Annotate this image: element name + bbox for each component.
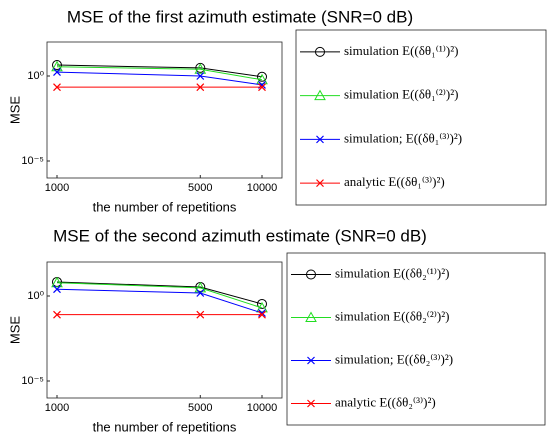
chart-title: MSE of the first azimuth estimate (SNR=0… (67, 7, 413, 26)
marker (194, 281, 207, 293)
marker (256, 73, 268, 85)
legend-box (286, 252, 546, 426)
marker (196, 83, 205, 92)
y-tick-label: 10⁰ (27, 70, 44, 82)
marker (51, 276, 63, 288)
marker (196, 289, 205, 297)
y-tick-label: 10⁰ (27, 290, 44, 302)
marker (258, 83, 266, 92)
x-tick-label: 10000 (247, 182, 278, 194)
legend-label: simulation E((δθ₂⁽²⁾)²) (335, 308, 449, 323)
legend-label: simulation E((δθ₂⁽¹⁾)²) (335, 265, 449, 280)
legend-label: simulation; E((δθ₂⁽³⁾)²) (335, 351, 453, 366)
x-tick-label: 1000 (45, 402, 69, 414)
marker (51, 60, 63, 72)
marker (256, 301, 268, 313)
legend-label: simulation E((δθ₁⁽²⁾)²) (344, 87, 458, 102)
marker (316, 179, 324, 188)
x-axis-label: the number of repetitions (93, 419, 237, 434)
legend-box (295, 29, 547, 206)
marker (305, 311, 317, 322)
marker (307, 356, 315, 365)
marker (314, 89, 326, 101)
legend-label: analytic E((δθ₁⁽³⁾)²) (344, 174, 445, 189)
marker (307, 399, 315, 408)
x-axis-label: the number of repetitions (93, 199, 237, 214)
marker (257, 71, 267, 82)
legend-label: simulation; E((δθ₁⁽³⁾)²) (344, 130, 462, 145)
marker (53, 285, 61, 294)
series-line (56, 66, 263, 81)
marker (315, 46, 325, 57)
x-tick-label: 5000 (188, 182, 212, 194)
chart-title: MSE of the second azimuth estimate (SNR=… (53, 226, 427, 245)
marker (53, 310, 61, 319)
legend-label: simulation E((δθ₁⁽¹⁾)²) (344, 43, 458, 58)
y-tick-label: 10⁻⁵ (21, 155, 44, 167)
marker (306, 269, 316, 280)
marker (258, 309, 266, 317)
series-line (56, 282, 263, 309)
series-line (56, 281, 263, 305)
marker (257, 298, 267, 309)
marker (196, 72, 205, 80)
marker (53, 68, 61, 77)
y-axis-label: MSE (7, 96, 22, 125)
y-tick-label: 10⁻⁵ (21, 375, 44, 387)
axes-box (46, 261, 283, 399)
x-tick-label: 5000 (188, 402, 212, 414)
marker (258, 310, 266, 319)
x-tick-label: 10000 (247, 402, 278, 414)
y-axis-label: MSE (7, 316, 22, 345)
marker (316, 135, 324, 144)
marker (194, 63, 207, 74)
x-tick-label: 1000 (45, 182, 69, 194)
series-line (56, 64, 263, 78)
legend-label: analytic E((δθ₂⁽³⁾)²) (335, 394, 436, 409)
marker (53, 83, 61, 92)
marker (52, 60, 62, 71)
marker (196, 310, 205, 319)
axes-box (46, 41, 283, 179)
